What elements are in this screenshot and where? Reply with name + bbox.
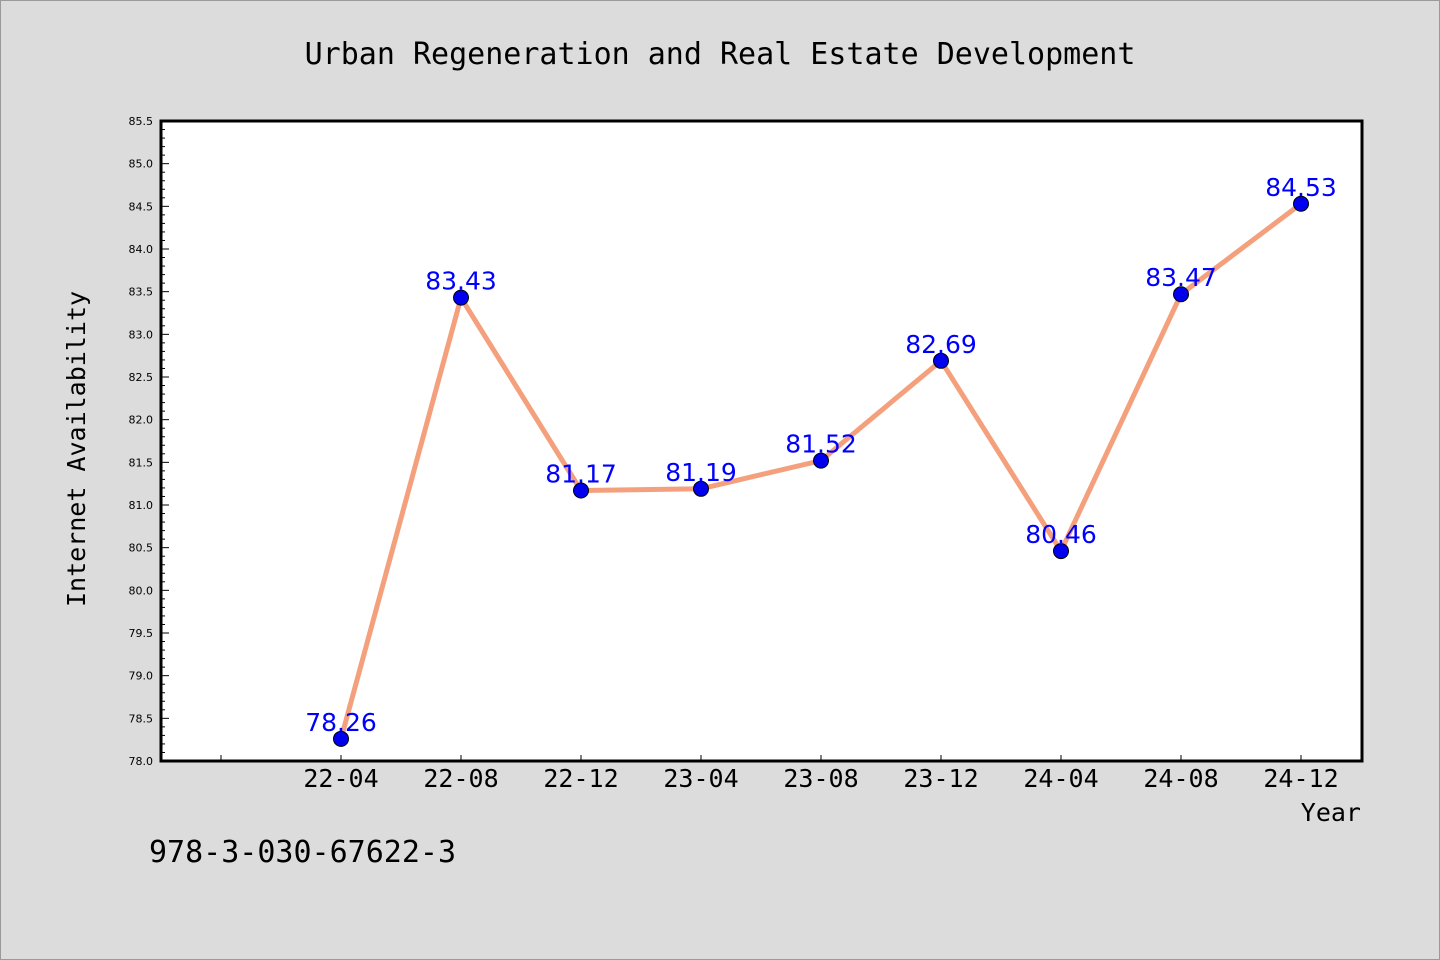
- data-point: [453, 289, 469, 306]
- data-label: 80.46: [1025, 520, 1097, 549]
- plot-area: [159, 119, 1364, 763]
- y-tick-label: 78.5: [129, 712, 154, 725]
- x-tick-label: 24-08: [1143, 764, 1218, 793]
- data-point: [1053, 543, 1069, 560]
- data-point: [1293, 195, 1309, 212]
- data-label: 83.43: [425, 267, 497, 296]
- y-tick-label: 85.5: [129, 115, 154, 128]
- isbn-annotation: 978-3-030-67622-3: [149, 835, 457, 870]
- chart-title: Urban Regeneration and Real Estate Devel…: [305, 37, 1136, 72]
- data-label: 83.47: [1145, 263, 1217, 292]
- y-axis-label: Internet Availability: [62, 291, 91, 607]
- data-label: 84.53: [1265, 173, 1337, 202]
- y-tick-label: 84.0: [129, 243, 154, 256]
- y-tick-label: 85.0: [129, 158, 154, 171]
- y-tick-label: 81.5: [129, 456, 154, 469]
- y-tick-label: 82.0: [129, 414, 154, 427]
- x-tick-label: 23-12: [903, 764, 978, 793]
- data-point: [693, 480, 709, 497]
- data-point: [573, 482, 589, 499]
- y-tick-label: 83.0: [129, 328, 154, 341]
- data-label: 81.19: [665, 458, 737, 487]
- data-point: [933, 352, 949, 369]
- series-group: 78.26 83.43 81.17 81.19 81.52 82.69 80.46 83.47…: [305, 173, 1337, 747]
- x-tick-label: 24-12: [1263, 764, 1338, 793]
- y-tick-label: 79.0: [129, 670, 154, 683]
- x-tick-label: 23-08: [783, 764, 858, 793]
- data-label: 82.69: [905, 330, 977, 359]
- x-axis-label: Year: [1301, 798, 1361, 827]
- x-tick-label: 22-12: [543, 764, 618, 793]
- x-tick-label: 22-04: [303, 764, 378, 793]
- data-label: 81.17: [545, 459, 617, 488]
- y-tick-label: 80.5: [129, 542, 154, 555]
- data-point: [813, 452, 829, 469]
- data-point: [333, 730, 349, 747]
- data-point: [1173, 286, 1189, 303]
- data-label: 81.52: [785, 430, 857, 459]
- x-tick-label: 24-04: [1023, 764, 1098, 793]
- y-tick-label: 79.5: [129, 627, 154, 640]
- y-tick-label: 82.5: [129, 371, 154, 384]
- x-tick-label: 23-04: [663, 764, 738, 793]
- y-tick-label: 84.5: [129, 200, 154, 213]
- y-tick-label: 83.5: [129, 286, 154, 299]
- y-tick-label: 81.0: [129, 499, 154, 512]
- x-axis: 22-04 22-08 22-12 23-04 23-08 23-12 24-04 24-08…: [220, 755, 1339, 793]
- y-axis: 78.0 78.5 79.0 79.5 80.0 80.5 81.0 81.5 82.0 82.5…: [129, 115, 169, 768]
- x-tick-label: 22-08: [423, 764, 498, 793]
- y-tick-label: 78.0: [129, 755, 154, 768]
- y-tick-label: 80.0: [129, 584, 154, 597]
- data-label: 78.26: [305, 708, 377, 737]
